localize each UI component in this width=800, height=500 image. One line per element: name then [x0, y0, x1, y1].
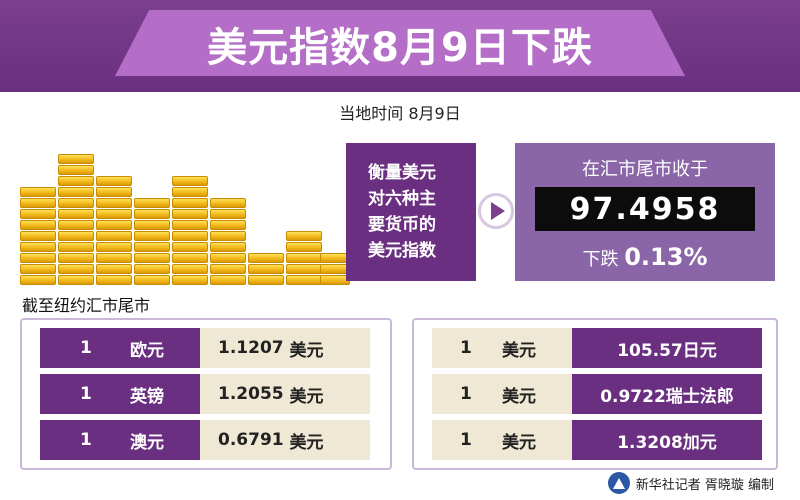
page-title: 美元指数8月9日下跌 [207, 25, 593, 71]
table-row: 1 美元 105.57日元 [432, 328, 762, 368]
table-row: 1 美元 1.3208加元 [432, 420, 762, 460]
value-cell: 105.57日元 [572, 328, 762, 368]
qty-cell: 1 [40, 328, 110, 368]
gold-bars-illustration [20, 130, 350, 285]
qty-cell: 1 [40, 420, 110, 460]
left-rate-table: 1 欧元 1.1207 美元 1 英镑 1.2055 美元 1 澳元 0.679… [20, 318, 392, 470]
close-value-panel: 在汇市尾市收于 97.4958 下跌 0.13% [515, 143, 775, 281]
date-subheader: 当地时间 8月9日 [339, 104, 461, 123]
rate-unit: 美元 [289, 432, 324, 453]
rate-cell: 0.6791 美元 [200, 420, 370, 460]
gold-stack [20, 186, 56, 285]
table-row: 1 英镑 1.2055 美元 [40, 374, 370, 414]
close-caption: 在汇市尾市收于 [582, 159, 708, 180]
rate-unit: 美元 [289, 386, 324, 407]
gold-stack [172, 175, 208, 285]
rate-cell: 1.2055 美元 [200, 374, 370, 414]
index-label-line: 要货币的 [368, 215, 436, 235]
as-of-label: 截至纽约汇市尾市 [22, 296, 151, 315]
title-tab [115, 10, 685, 76]
index-close-value: 97.4958 [535, 187, 755, 231]
currency-cell: 美元 [492, 420, 572, 460]
index-label-line: 衡量美元 [368, 163, 436, 183]
rate-value: 0.6791 [218, 430, 284, 450]
rate-cell: 1.1207 美元 [200, 328, 370, 368]
right-rate-table: 1 美元 105.57日元 1 美元 0.9722瑞士法郎 1 美元 1.320… [412, 318, 778, 470]
index-label-line: 对六种主 [368, 189, 436, 209]
currency-cell: 英镑 [110, 374, 200, 414]
play-arrow-icon [478, 193, 514, 229]
rate-value: 1.2055 [218, 384, 284, 404]
rate-unit: 美元 [289, 340, 324, 361]
table-row: 1 澳元 0.6791 美元 [40, 420, 370, 460]
index-label-line: 美元指数 [368, 241, 436, 261]
gold-stack [96, 175, 132, 285]
gold-stack [58, 153, 94, 285]
currency-cell: 澳元 [110, 420, 200, 460]
change-prefix: 下跌 [582, 249, 619, 270]
currency-cell: 美元 [492, 374, 572, 414]
credit-text: 新华社记者 胥晓璇 编制 [635, 477, 774, 493]
value-cell: 0.9722瑞士法郎 [572, 374, 762, 414]
qty-cell: 1 [432, 374, 492, 414]
gold-stack [248, 252, 284, 285]
change-row: 下跌 0.13% [515, 243, 775, 271]
table-row: 1 美元 0.9722瑞士法郎 [432, 374, 762, 414]
change-percent: 0.13% [624, 243, 708, 271]
qty-cell: 1 [432, 328, 492, 368]
rate-value: 1.1207 [218, 338, 284, 358]
gold-stack [134, 197, 170, 285]
currency-cell: 欧元 [110, 328, 200, 368]
qty-cell: 1 [40, 374, 110, 414]
index-description: 衡量美元 对六种主 要货币的 美元指数 [346, 143, 476, 281]
xinhua-logo-icon [607, 472, 630, 494]
gold-stack [210, 197, 246, 285]
qty-cell: 1 [432, 420, 492, 460]
table-row: 1 欧元 1.1207 美元 [40, 328, 370, 368]
gold-stack [286, 230, 322, 285]
currency-cell: 美元 [492, 328, 572, 368]
credit-footer: 新华社记者 胥晓璇 编制 [607, 472, 774, 494]
value-cell: 1.3208加元 [572, 420, 762, 460]
